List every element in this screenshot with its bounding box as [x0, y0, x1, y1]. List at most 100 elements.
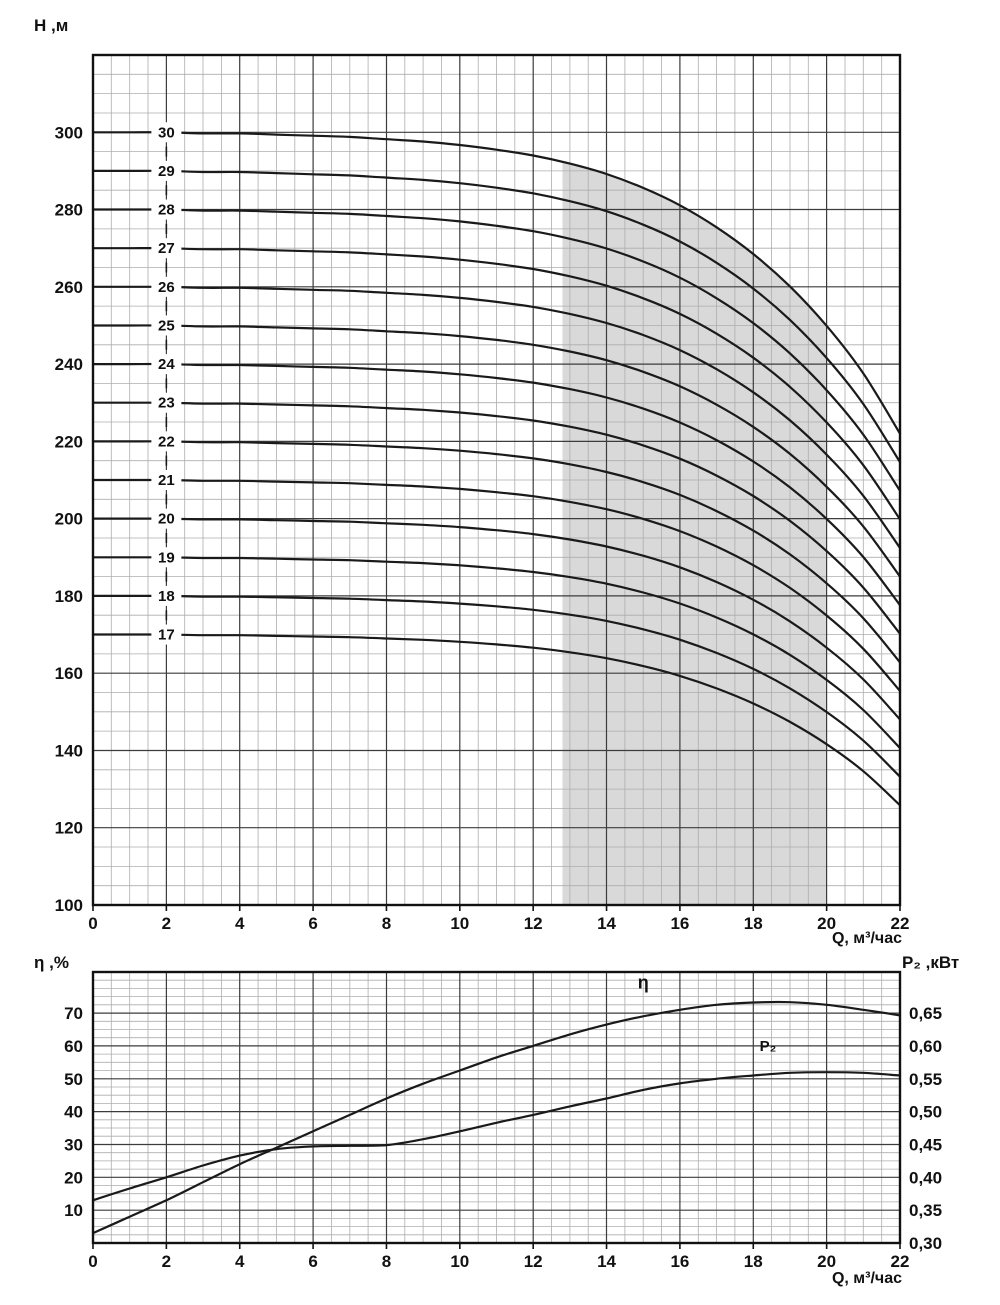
efficiency-axis-title: η ,%	[34, 953, 69, 972]
efficiency-tick-label-70: 70	[64, 1004, 83, 1023]
stage-label-bg	[151, 585, 182, 606]
efficiency-tick-label-20: 20	[64, 1168, 83, 1187]
power-tick-label: 0,50	[909, 1103, 942, 1122]
head-curve-22-stages	[91, 440, 902, 664]
eff-plot-area: η P₂ 0 2 4 6 8 10 12 14 16 18 20 22 70 60 50 40 30 20 10 0,65…	[64, 970, 942, 1271]
x-tick-label-2: 2	[162, 1252, 171, 1271]
x-tick-label-14: 14	[597, 914, 616, 933]
plot-frame	[91, 970, 902, 1245]
x-tick-label-16: 16	[670, 1252, 689, 1271]
stage-label-26: 26	[158, 279, 175, 296]
y-tick-label-280: 280	[55, 201, 83, 220]
stage-label-bg	[151, 508, 182, 529]
stage-label-28: 28	[158, 202, 175, 219]
stage-label-20: 20	[158, 511, 175, 528]
stage-label-25: 25	[158, 317, 175, 334]
efficiency-flow-axis-title: Q, м³/час	[831, 1270, 902, 1287]
stage-label-bg	[151, 470, 182, 490]
x-tick-label-12: 12	[524, 1252, 543, 1271]
stage-label-bg	[151, 431, 182, 452]
stage-label-21: 21	[158, 472, 175, 489]
x-tick-label-20: 20	[817, 914, 836, 933]
power-curve-label: P₂	[760, 1038, 777, 1055]
stage-label-18: 18	[158, 588, 175, 605]
power-tick-label: 0,60	[909, 1037, 942, 1056]
x-tick-label-10: 10	[450, 1252, 469, 1271]
y-tick-label-240: 240	[55, 355, 83, 374]
x-tick-label-18: 18	[744, 914, 763, 933]
head-curve-17-stages	[91, 633, 902, 807]
efficiency-power-chart: η P₂ 0 2 4 6 8 10 12 14 16 18 20 22 70 60 50 40 30 20 10 0,65…	[64, 970, 942, 1271]
x-tick-label-0: 0	[88, 914, 97, 933]
stage-label-bg	[151, 624, 182, 645]
x-tick-label-6: 6	[308, 1252, 317, 1271]
x-tick-label-14: 14	[597, 1252, 616, 1271]
y-tick-label-160: 160	[55, 664, 83, 683]
head-curve-23-stages	[91, 401, 902, 635]
y-tick-label-100: 100	[55, 896, 83, 915]
stage-label-bg	[151, 199, 182, 220]
power-tick-label: 0,30	[909, 1234, 942, 1253]
head-flow-axis-title: Q, м³/час	[831, 930, 902, 947]
head-curve-24-stages	[91, 362, 902, 607]
power-curve	[91, 1071, 902, 1202]
efficiency-tick-label-60: 60	[64, 1037, 83, 1056]
y-tick-label-260: 260	[55, 278, 83, 297]
y-tick-label-200: 200	[55, 510, 83, 529]
stage-label-bg	[151, 392, 182, 413]
plot-frame	[91, 53, 902, 907]
efficiency-tick-label-50: 50	[64, 1070, 83, 1089]
power-tick-label: 0,65	[909, 1004, 942, 1023]
stage-label-17: 17	[158, 627, 175, 644]
x-tick-label-8: 8	[382, 1252, 391, 1271]
x-tick-label-22: 22	[891, 914, 910, 933]
efficiency-curve	[91, 1000, 902, 1235]
x-tick-label-20: 20	[817, 1252, 836, 1271]
x-tick-label-16: 16	[670, 914, 689, 933]
stage-label-23: 23	[158, 395, 175, 412]
x-tick-label-12: 12	[524, 914, 543, 933]
efficiency-tick-label-30: 30	[64, 1135, 83, 1154]
y-tick-label-220: 220	[55, 432, 83, 451]
recommended-operating-region	[562, 161, 827, 905]
stage-label-27: 27	[158, 240, 175, 257]
stage-label-bg	[151, 315, 182, 336]
stage-label-22: 22	[158, 433, 175, 450]
head-curve-18-stages	[91, 594, 902, 778]
power-axis-title: P₂ ,кВт	[902, 953, 960, 972]
x-tick-label-6: 6	[308, 914, 317, 933]
head-curve-28-stages	[91, 208, 902, 492]
x-tick-label-4: 4	[235, 1252, 245, 1271]
power-tick-label: 0,55	[909, 1070, 942, 1089]
head-curve-25-stages	[91, 324, 902, 578]
x-tick-label-2: 2	[162, 914, 171, 933]
stage-label-19: 19	[158, 549, 175, 566]
stage-label-bg	[151, 354, 182, 375]
power-tick-label: 0,35	[909, 1201, 942, 1220]
head-curve-19-stages	[91, 556, 902, 750]
stage-label-bg	[151, 238, 182, 259]
stage-label-bg	[151, 276, 182, 297]
efficiency-curve-label: η	[638, 972, 649, 992]
efficiency-tick-label-40: 40	[64, 1103, 83, 1122]
y-tick-label-300: 300	[55, 123, 83, 142]
head-curve-21-stages	[91, 478, 902, 693]
head-curve-20-stages	[91, 517, 902, 721]
stage-label-bg	[151, 547, 182, 568]
efficiency-tick-label-10: 10	[64, 1201, 83, 1220]
stage-label-30: 30	[158, 124, 175, 141]
head-curve-27-stages	[91, 247, 902, 521]
y-tick-label-180: 180	[55, 587, 83, 606]
power-tick-label: 0,45	[909, 1135, 942, 1154]
major-grid	[93, 972, 900, 1243]
x-tick-label-10: 10	[450, 914, 469, 933]
head-axis-title: H ,м	[34, 16, 69, 35]
stage-label-24: 24	[158, 356, 175, 373]
stage-label-bg	[151, 160, 182, 181]
stage-label-29: 29	[158, 163, 175, 180]
x-tick-label-8: 8	[382, 914, 391, 933]
head-curve-26-stages	[91, 285, 902, 550]
x-tick-label-22: 22	[891, 1252, 910, 1271]
